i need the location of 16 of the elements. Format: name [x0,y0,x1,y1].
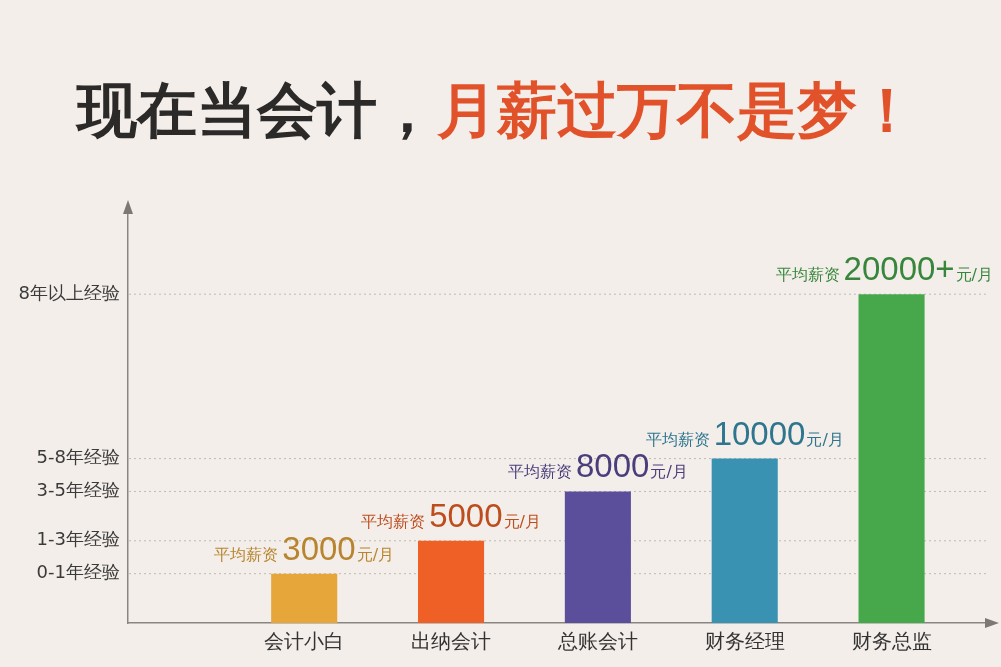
bar [564,491,631,623]
x-tick-label: 会计小白 [264,629,345,654]
ref-line-label: 0-1年经验 [36,561,120,583]
chart-title: 现在当会计，月薪过万不是梦！ [75,74,917,145]
bar [711,458,778,623]
x-tick-label: 总账会计 [556,629,638,654]
x-tick-label: 出纳会计 [411,629,492,654]
bar [418,540,485,623]
ref-line-label: 3-5年经验 [36,479,120,501]
ref-line-label: 5-8年经验 [36,446,120,468]
bar [858,294,925,623]
x-tick-label: 财务总监 [851,629,932,654]
ref-line-label: 8年以上经验 [18,281,120,303]
bar [271,573,338,623]
x-tick-label: 财务经理 [704,629,785,654]
ref-line-label: 1-3年经验 [36,528,120,550]
